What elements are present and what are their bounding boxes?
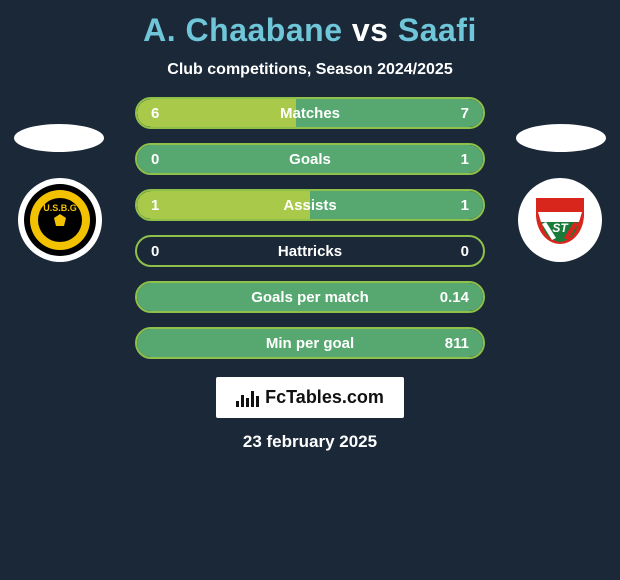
stat-label: Min per goal <box>266 335 354 352</box>
stat-value-left: 0 <box>151 151 159 168</box>
stat-bar-goals: 0 1 Goals <box>135 143 485 175</box>
title-player2: Saafi <box>398 12 477 48</box>
stat-label: Matches <box>280 105 340 122</box>
stat-bar-min-per-goal: 811 Min per goal <box>135 327 485 359</box>
title-vs: vs <box>352 12 389 48</box>
stat-bar-matches: 6 7 Matches <box>135 97 485 129</box>
svg-text:ST: ST <box>552 221 569 235</box>
player1-crest: U.S.B.G <box>18 178 102 262</box>
page-title: A. Chaabane vs Saafi <box>143 12 477 49</box>
stat-value-right: 7 <box>461 105 469 122</box>
stat-label: Goals per match <box>251 289 369 306</box>
player2-crest: ST <box>518 178 602 262</box>
player2-ellipse <box>516 124 606 152</box>
stat-value-right: 811 <box>445 335 469 352</box>
date-label: 23 february 2025 <box>243 432 377 452</box>
stat-value-right: 0 <box>461 243 469 260</box>
brand-text: FcTables.com <box>265 387 384 408</box>
stat-value-right: 1 <box>461 151 469 168</box>
subtitle: Club competitions, Season 2024/2025 <box>167 61 452 79</box>
stat-value-left: 1 <box>151 197 159 214</box>
player1-ellipse <box>14 124 104 152</box>
stat-value-left: 6 <box>151 105 159 122</box>
brand-badge: FcTables.com <box>216 377 404 418</box>
stat-value-right: 1 <box>461 197 469 214</box>
svg-text:U.S.B.G: U.S.B.G <box>43 203 77 213</box>
title-player1: A. Chaabane <box>143 12 342 48</box>
stat-bar-goals-per-match: 0.14 Goals per match <box>135 281 485 313</box>
stat-label: Hattricks <box>278 243 342 260</box>
stats-column: 6 7 Matches 0 1 Goals 1 1 Assists 0 0 Hattricks 0.14… <box>135 97 485 359</box>
stat-label: Goals <box>289 151 331 168</box>
stat-fill-left <box>137 99 296 127</box>
stat-bar-hattricks: 0 0 Hattricks <box>135 235 485 267</box>
stat-value-left: 0 <box>151 243 159 260</box>
stat-label: Assists <box>283 197 336 214</box>
stat-value-right: 0.14 <box>440 289 469 306</box>
brand-chart-icon <box>236 389 259 407</box>
stat-bar-assists: 1 1 Assists <box>135 189 485 221</box>
